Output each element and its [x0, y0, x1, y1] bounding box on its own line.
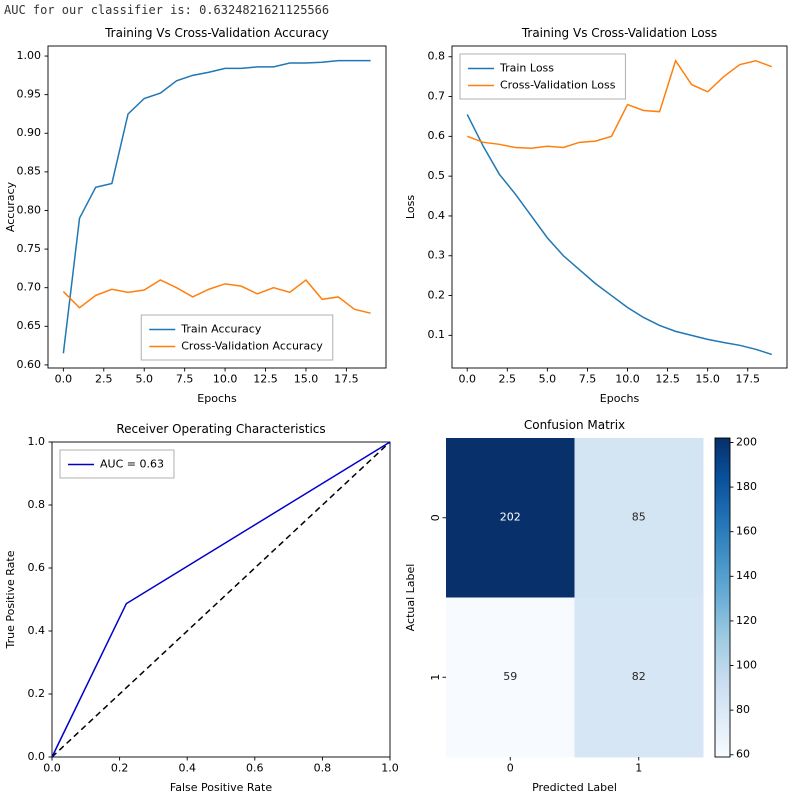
auc-text: AUC for our classifier is: 0.63248216211… [4, 3, 330, 17]
loss-chart [400, 18, 797, 414]
confusion-matrix-chart [400, 414, 797, 807]
roc-curve-chart [0, 414, 400, 807]
accuracy-chart [0, 18, 400, 414]
